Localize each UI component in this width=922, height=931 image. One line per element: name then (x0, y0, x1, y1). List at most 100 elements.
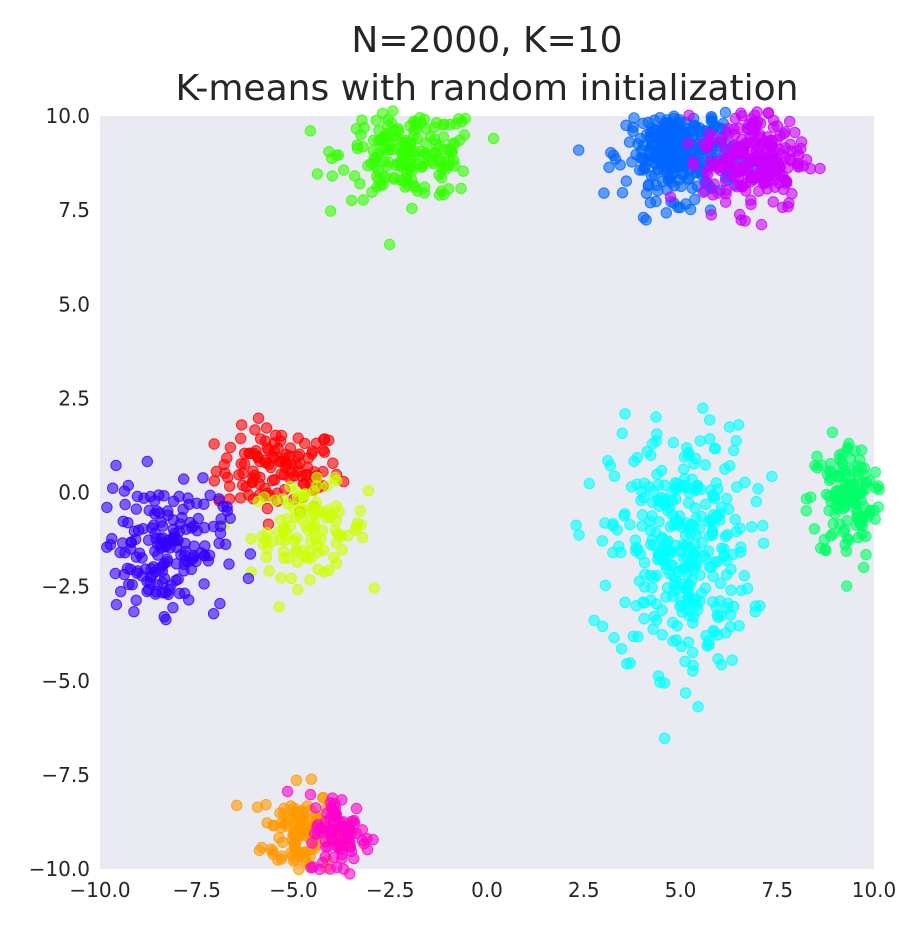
scatter-point-cluster-5 (683, 522, 695, 534)
scatter-point-cluster-8 (735, 214, 747, 226)
scatter-point-cluster-3 (323, 146, 335, 158)
scatter-point-cluster-0 (291, 465, 304, 477)
scatter-point-cluster-3 (379, 144, 391, 156)
scatter-point-cluster-5 (666, 487, 678, 500)
scatter-point-cluster-3 (338, 164, 350, 176)
scatter-point-cluster-6 (645, 126, 657, 138)
scatter-point-cluster-4 (839, 492, 852, 504)
scatter-point-cluster-5 (683, 447, 695, 459)
scatter-point-cluster-2 (334, 530, 346, 543)
scatter-point-cluster-0 (306, 448, 318, 460)
plot-area-background (100, 116, 874, 869)
scatter-point-cluster-5 (665, 559, 678, 571)
scatter-point-cluster-4 (808, 523, 821, 535)
scatter-point-cluster-0 (235, 458, 247, 470)
scatter-point-cluster-9 (346, 815, 358, 828)
scatter-point-cluster-7 (168, 527, 181, 540)
scatter-point-cluster-3 (404, 160, 416, 173)
scatter-point-cluster-5 (648, 610, 660, 623)
scatter-point-cluster-7 (107, 482, 119, 494)
scatter-point-cluster-8 (697, 186, 709, 198)
scatter-point-cluster-8 (719, 143, 731, 155)
scatter-point-cluster-6 (644, 197, 657, 209)
scatter-point-cluster-3 (453, 134, 466, 147)
scatter-point-cluster-7 (118, 485, 131, 497)
scatter-point-cluster-5 (714, 508, 726, 520)
scatter-point-cluster-8 (772, 157, 784, 169)
scatter-point-cluster-7 (173, 490, 185, 503)
scatter-point-cluster-2 (284, 480, 296, 493)
scatter-point-cluster-0 (237, 479, 249, 491)
scatter-point-cluster-4 (873, 483, 885, 496)
scatter-point-cluster-6 (573, 144, 585, 156)
scatter-point-cluster-0 (254, 433, 267, 445)
scatter-point-cluster-5 (599, 579, 612, 592)
scatter-point-cluster-5 (662, 505, 674, 517)
scatter-point-cluster-5 (729, 513, 741, 526)
scatter-point-cluster-8 (702, 168, 714, 180)
scatter-point-cluster-6 (705, 111, 717, 123)
scatter-point-cluster-5 (746, 521, 758, 533)
scatter-point-cluster-8 (720, 154, 733, 167)
scatter-point-cluster-0 (274, 435, 287, 447)
scatter-point-cluster-5 (750, 495, 762, 508)
scatter-point-cluster-1 (277, 836, 289, 848)
scatter-point-cluster-9 (336, 794, 348, 806)
scatter-point-cluster-7 (142, 534, 155, 546)
scatter-point-cluster-4 (854, 487, 866, 499)
scatter-point-cluster-3 (311, 168, 324, 180)
scatter-point-cluster-8 (747, 128, 760, 140)
scatter-point-cluster-8 (682, 137, 694, 150)
y-tick-label: −2.5 (41, 575, 90, 599)
scatter-point-cluster-5 (656, 629, 668, 641)
scatter-point-cluster-7 (172, 573, 184, 585)
scatter-point-cluster-4 (823, 504, 835, 517)
scatter-point-cluster-2 (277, 526, 289, 538)
scatter-point-cluster-0 (208, 438, 220, 450)
scatter-point-cluster-8 (784, 115, 796, 128)
scatter-point-cluster-5 (682, 497, 695, 509)
scatter-point-cluster-5 (707, 570, 719, 583)
scatter-point-cluster-5 (652, 670, 665, 682)
chart-title-line-1: N=2000, K=10 (351, 20, 622, 61)
scatter-point-cluster-5 (653, 516, 665, 528)
scatter-point-cluster-4 (818, 534, 831, 546)
scatter-point-cluster-5 (688, 458, 700, 470)
scatter-point-cluster-9 (304, 788, 317, 801)
scatter-point-cluster-5 (721, 492, 733, 505)
scatter-point-cluster-3 (406, 202, 418, 215)
scatter-point-cluster-7 (198, 578, 210, 590)
scatter-point-cluster-5 (694, 435, 706, 447)
scatter-point-cluster-5 (667, 570, 680, 583)
scatter-point-cluster-3 (382, 156, 395, 168)
scatter-point-cluster-4 (826, 426, 839, 438)
y-tick-label: 10.0 (45, 104, 90, 128)
scatter-point-cluster-8 (697, 137, 710, 150)
scatter-point-cluster-4 (811, 462, 823, 474)
scatter-point-cluster-8 (753, 142, 765, 154)
scatter-point-cluster-5 (646, 582, 658, 594)
scatter-point-cluster-2 (330, 474, 343, 487)
scatter-point-cluster-0 (268, 445, 281, 457)
scatter-point-cluster-4 (819, 543, 831, 555)
scatter-point-cluster-3 (358, 121, 370, 134)
scatter-point-cluster-7 (199, 540, 211, 552)
scatter-point-cluster-7 (119, 547, 131, 559)
scatter-point-cluster-6 (643, 178, 655, 191)
scatter-point-cluster-5 (675, 640, 687, 652)
scatter-point-cluster-5 (633, 575, 646, 587)
scatter-point-cluster-2 (304, 535, 317, 547)
scatter-point-cluster-4 (820, 488, 833, 501)
scatter-point-cluster-1 (260, 799, 272, 811)
scatter-point-cluster-4 (843, 437, 855, 450)
scatter-point-cluster-5 (651, 468, 663, 480)
scatter-point-cluster-2 (278, 552, 290, 564)
scatter-point-cluster-4 (852, 531, 864, 544)
scatter-point-cluster-4 (834, 484, 846, 496)
x-tick-label: −7.5 (172, 878, 221, 902)
scatter-point-cluster-3 (457, 165, 469, 177)
scatter-point-cluster-2 (362, 485, 374, 497)
scatter-point-cluster-0 (279, 456, 292, 469)
scatter-point-cluster-6 (616, 187, 629, 199)
scatter-point-cluster-4 (834, 518, 846, 531)
